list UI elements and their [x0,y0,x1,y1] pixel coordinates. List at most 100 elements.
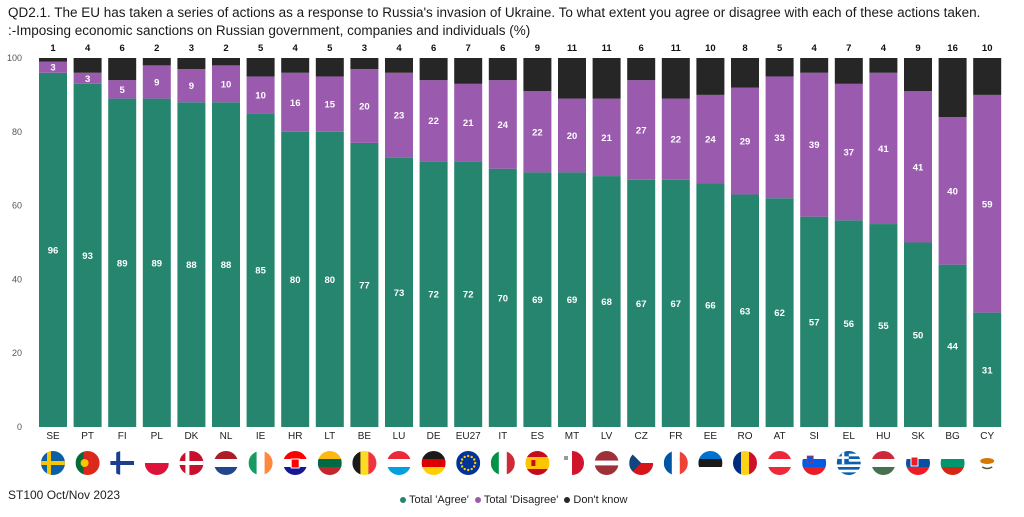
x-tick-label: SE [46,431,60,442]
y-tick-label: 60 [12,201,22,211]
y-tick-label: 0 [17,422,22,432]
legend-item-agree: Total 'Agree' [400,494,469,506]
data-label-disagree: 29 [740,137,751,148]
data-label-disagree: 16 [290,98,301,109]
data-label-disagree: 40 [947,186,958,197]
bar-segment-dontknow-be [350,58,379,70]
title-line-1: QD2.1. The EU has taken a series of acti… [8,5,981,20]
source-note: ST100 Oct/Nov 2023 [8,488,121,502]
data-label-agree: 31 [982,365,993,376]
data-label-dontknow: 11 [671,43,682,54]
bar-segment-agree-eu27 [454,161,483,427]
data-label-dontknow: 10 [982,43,993,54]
bar-segment-agree-hr [281,131,310,428]
data-label-dontknow: 1 [50,43,56,54]
data-label-agree: 44 [947,341,958,352]
x-tick-label: CZ [635,431,648,442]
bar-segment-agree-lu [385,157,413,427]
data-label-disagree: 15 [325,100,336,111]
bar-segment-agree-ie [246,113,275,427]
data-label-agree: 69 [532,295,543,306]
bar-segment-agree-dk [177,102,206,427]
data-label-dontknow: 5 [327,43,333,54]
bar-segment-disagree-lt [315,76,344,132]
bar-segment-disagree-lu [385,72,413,158]
bar-segment-dontknow-hu [869,58,898,73]
bar-segment-disagree-bg [938,117,967,265]
legend-label-agree: Total 'Agree' [409,494,469,506]
bar-segment-dontknow-at [765,58,794,77]
bar-segment-dontknow-el [834,58,863,84]
x-tick-label: PT [81,431,94,442]
data-label-disagree: 21 [463,118,474,129]
bar-segment-disagree-ee [696,94,725,184]
data-label-agree: 93 [82,251,93,262]
netherlands-flag-icon [214,451,238,475]
bar-segment-agree-lt [315,131,344,428]
germany-flag-icon [421,451,446,475]
data-label-agree: 69 [567,295,578,306]
bar-segment-disagree-sk [904,91,932,243]
bar-segment-disagree-at [765,76,794,199]
data-label-dontknow: 4 [881,43,887,54]
denmark-flag-icon [179,451,204,475]
data-label-dontknow: 9 [535,43,540,54]
x-tick-label: DE [427,431,441,442]
bar-segment-disagree-hu [869,72,898,225]
bar-segment-agree-ro [731,194,759,427]
bar-segment-agree-el [834,220,863,427]
y-tick-label: 100 [7,53,22,63]
malta-flag-icon [560,451,584,475]
data-label-agree: 96 [48,245,59,256]
legend-item-disagree: Total 'Disagree' [474,494,558,506]
x-tick-label: LV [601,431,613,442]
bar-segment-agree-mt [558,172,586,427]
data-label-dontknow: 6 [639,43,644,54]
data-label-disagree: 22 [428,116,439,127]
data-label-dontknow: 10 [705,43,716,54]
ireland-flag-icon [248,451,273,475]
spain-flag-icon [525,451,550,475]
bar-segment-disagree-be [350,69,379,143]
bar-segment-dontknow-eu27 [454,58,483,84]
croatia-flag-icon [283,451,308,475]
legend-swatch-disagree [474,497,481,503]
bar-segment-disagree-ro [731,87,759,195]
bar-segment-dontknow-mt [558,58,586,99]
data-label-dontknow: 16 [947,43,958,54]
romania-flag-icon [733,451,757,475]
data-label-disagree: 9 [154,77,159,88]
data-label-agree: 72 [463,290,474,301]
data-label-dontknow: 11 [602,43,613,54]
data-label-agree: 70 [498,293,509,304]
bar-segment-agree-ee [696,183,725,427]
bar-segment-dontknow-nl [212,58,240,66]
chart-title: QD2.1. The EU has taken a series of acti… [8,4,1018,40]
x-tick-label: AT [774,431,786,442]
x-tick-label: IT [498,431,507,442]
legend-swatch-agree [400,497,406,503]
data-label-dontknow: 7 [466,43,471,54]
data-label-dontknow: 4 [396,43,402,54]
bar-segment-disagree-se [39,61,67,73]
bar-segment-agree-hu [869,224,898,427]
data-label-agree: 73 [394,288,405,299]
data-label-agree: 67 [636,299,647,310]
data-label-dontknow: 3 [362,43,367,54]
bar-segment-dontknow-cz [627,58,656,81]
bar-segment-disagree-de [419,80,448,162]
bar-segment-dontknow-it [488,58,517,81]
x-tick-label: FI [118,431,127,442]
bar-segment-dontknow-es [523,58,552,92]
data-label-dontknow: 4 [812,43,818,54]
bar-segment-dontknow-lu [385,58,413,73]
x-tick-label: LT [324,431,335,442]
data-label-agree: 80 [290,275,301,286]
data-label-agree: 85 [255,266,266,277]
bar-segment-dontknow-de [419,58,448,81]
bar-segment-agree-si [800,216,829,427]
data-label-disagree: 22 [532,127,543,138]
data-label-disagree: 20 [359,101,370,112]
data-label-dontknow: 2 [223,43,228,54]
data-label-disagree: 5 [120,85,126,96]
